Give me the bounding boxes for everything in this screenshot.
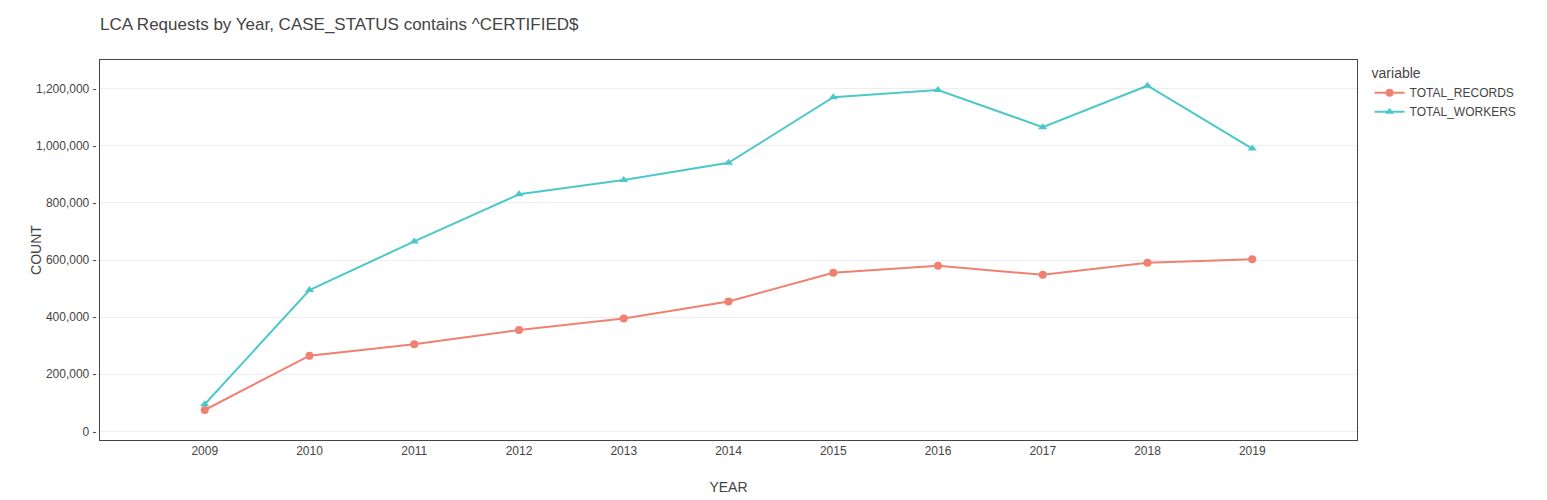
svg-text:400,000 -: 400,000 - [46,310,97,324]
svg-text:variable: variable [1372,65,1421,81]
svg-text:0 -: 0 - [83,425,97,439]
svg-text:2015: 2015 [820,444,847,458]
svg-text:2009: 2009 [191,444,218,458]
svg-text:2018: 2018 [1134,444,1161,458]
svg-text:2019: 2019 [1239,444,1266,458]
svg-text:2010: 2010 [296,444,323,458]
svg-text:600,000 -: 600,000 - [46,253,97,267]
svg-text:2014: 2014 [715,444,742,458]
svg-text:2016: 2016 [925,444,952,458]
svg-text:1,200,000 -: 1,200,000 - [36,82,97,96]
svg-text:YEAR: YEAR [709,479,747,495]
svg-text:800,000 -: 800,000 - [46,196,97,210]
svg-text:2013: 2013 [610,444,637,458]
svg-text:2017: 2017 [1029,444,1056,458]
svg-text:TOTAL_WORKERS: TOTAL_WORKERS [1410,105,1516,119]
svg-text:200,000 -: 200,000 - [46,367,97,381]
svg-text:LCA Requests by Year, CASE_STA: LCA Requests by Year, CASE_STATUS contai… [100,15,579,34]
svg-text:TOTAL_RECORDS: TOTAL_RECORDS [1410,86,1514,100]
svg-text:2012: 2012 [506,444,533,458]
svg-text:2011: 2011 [401,444,427,458]
svg-text:COUNT: COUNT [28,225,44,275]
svg-text:1,000,000 -: 1,000,000 - [36,139,97,153]
